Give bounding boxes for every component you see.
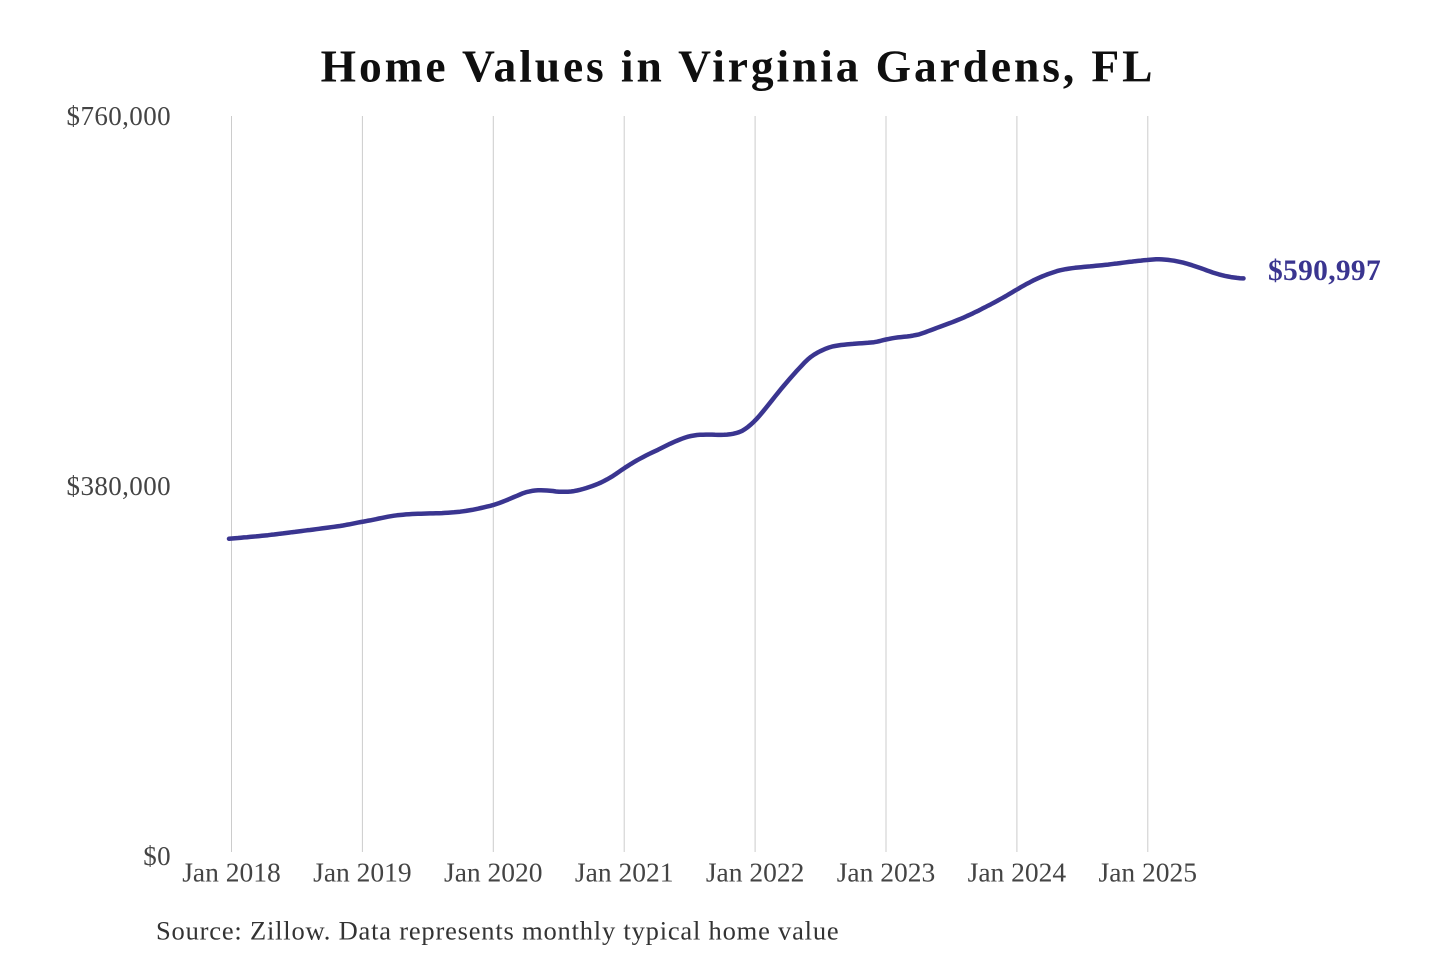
svg-text:Jan 2022: Jan 2022 [706,856,805,887]
svg-text:Jan 2020: Jan 2020 [444,856,543,887]
svg-text:$0: $0 [143,841,171,871]
svg-text:Jan 2019: Jan 2019 [313,856,412,887]
svg-text:Jan 2021: Jan 2021 [575,856,674,887]
svg-text:Jan 2025: Jan 2025 [1099,856,1198,887]
svg-text:Home Values in Virginia Garden: Home Values in Virginia Gardens, FL [321,41,1156,92]
svg-text:$760,000: $760,000 [67,101,171,131]
svg-text:Jan 2018: Jan 2018 [182,856,281,887]
svg-text:Source: Zillow. Data represent: Source: Zillow. Data represents monthly … [156,915,839,945]
svg-text:Jan 2023: Jan 2023 [837,856,936,887]
svg-text:$590,997: $590,997 [1268,255,1381,287]
svg-text:$380,000: $380,000 [67,471,171,501]
svg-text:Jan 2024: Jan 2024 [968,856,1067,887]
